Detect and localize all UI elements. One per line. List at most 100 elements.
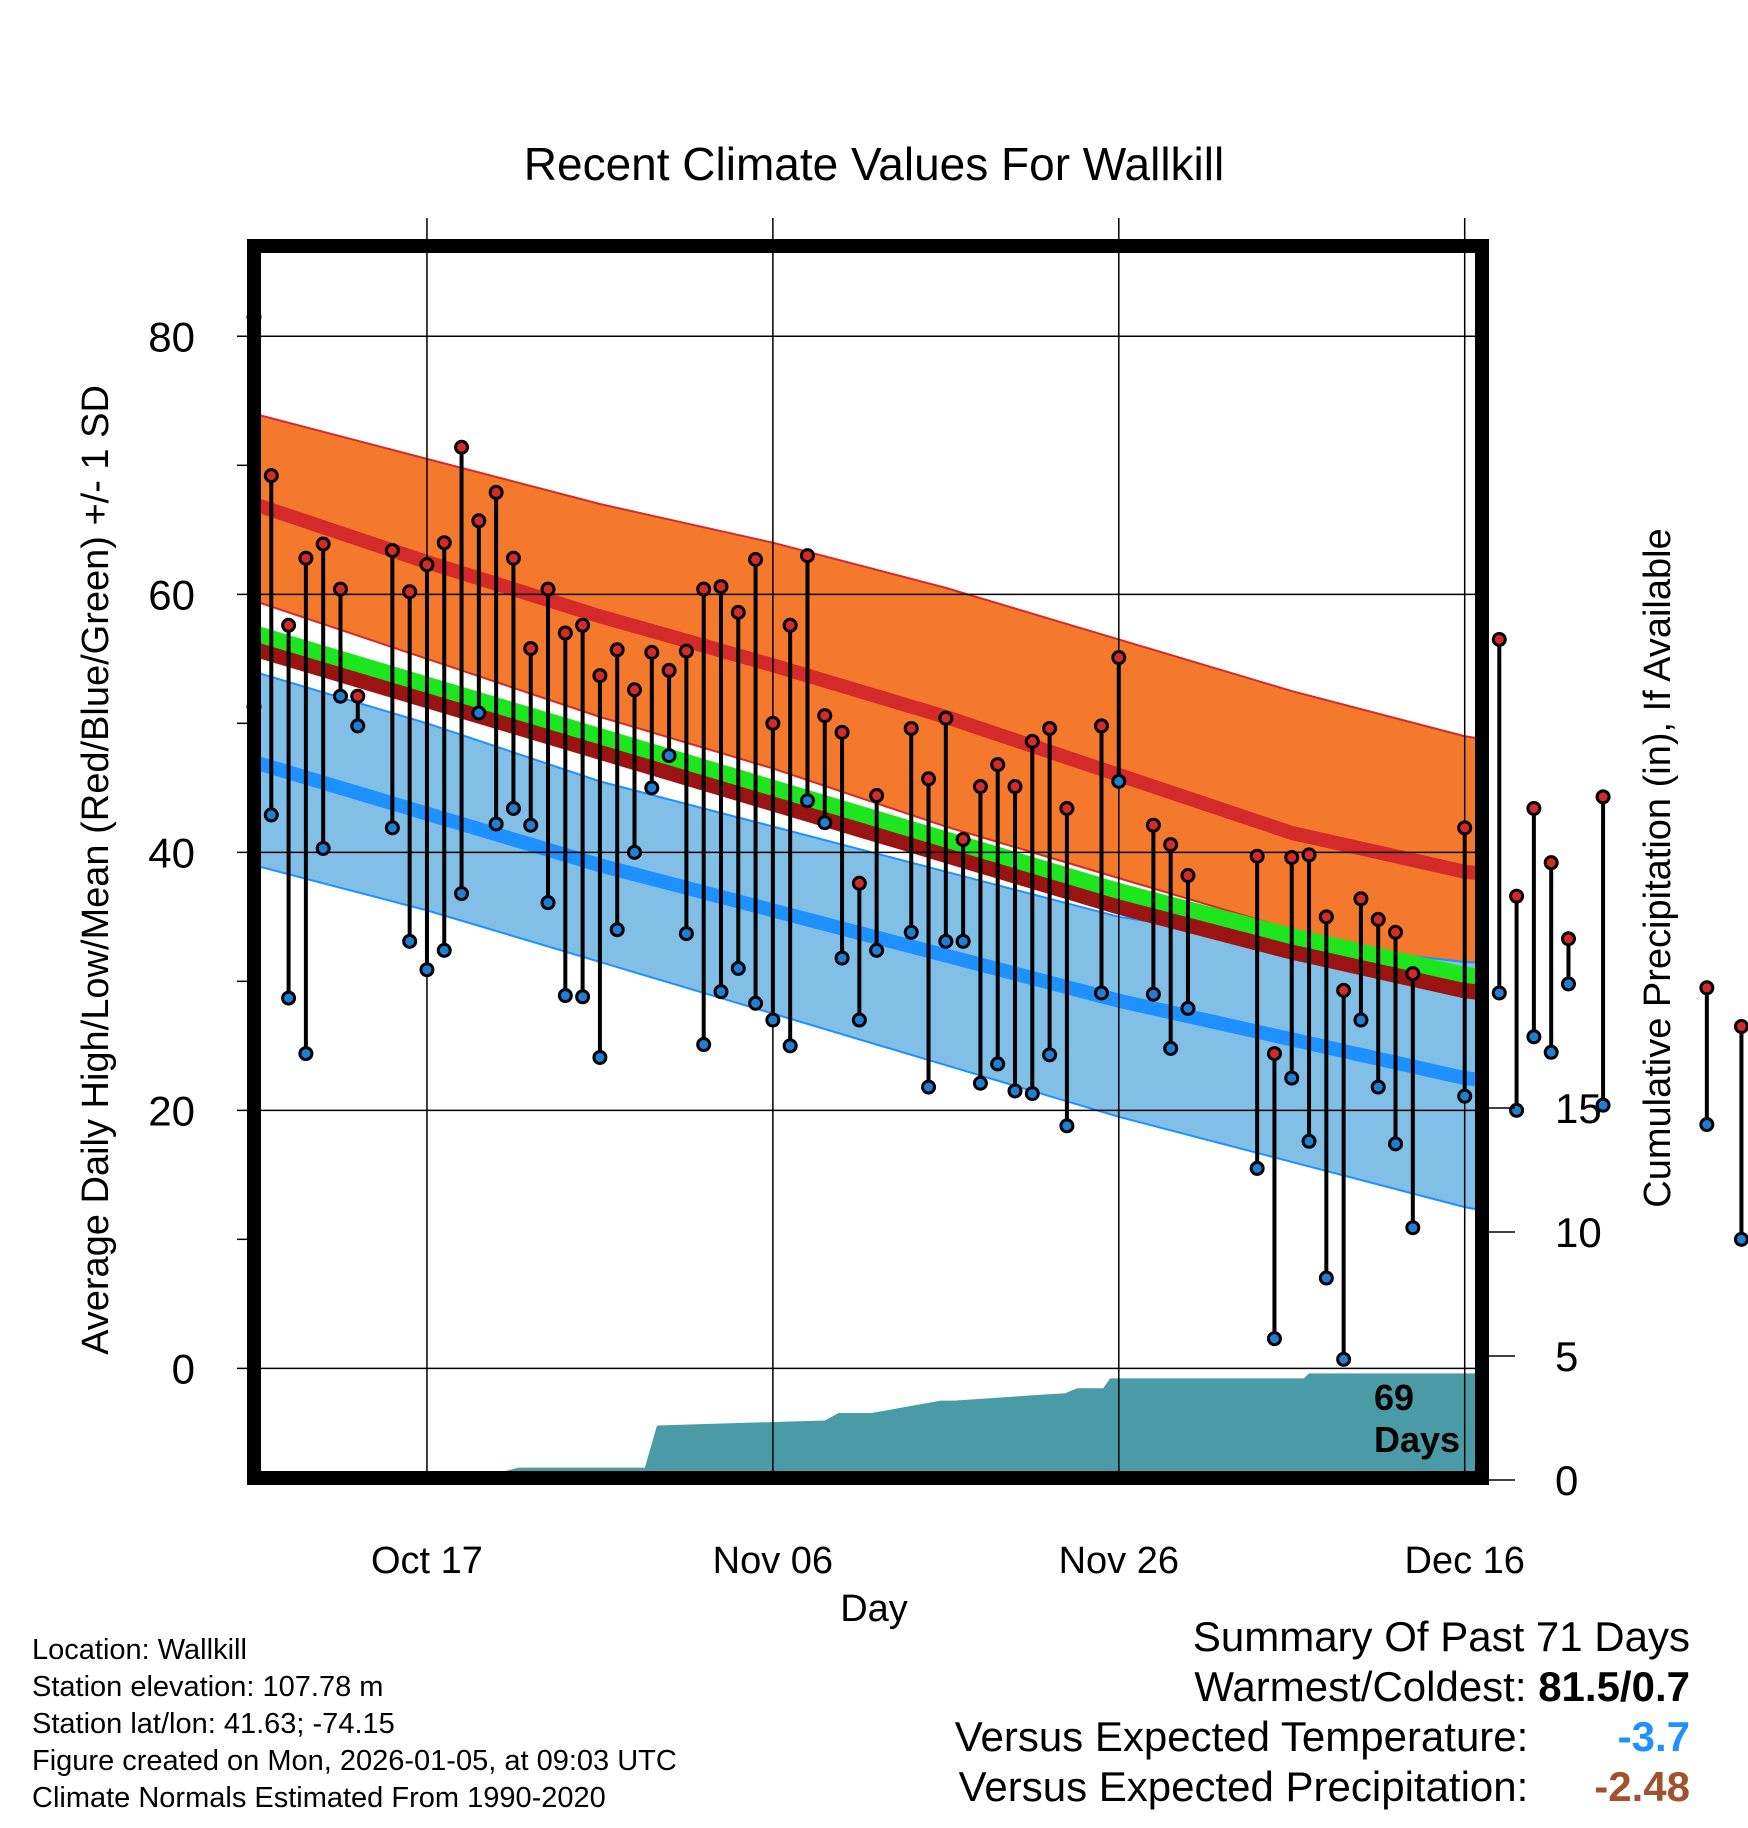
y2-tick-label: 5 bbox=[1555, 1333, 1578, 1380]
y2-tick-label: 15 bbox=[1555, 1085, 1602, 1132]
low-temp-point bbox=[1560, 976, 1576, 992]
high-temp-point bbox=[661, 662, 677, 678]
low-temp-point bbox=[1318, 1270, 1334, 1286]
x-tick-label: Dec 16 bbox=[1405, 1540, 1525, 1582]
low-temp-point bbox=[1093, 985, 1109, 1001]
low-temp-point bbox=[1370, 1079, 1386, 1095]
low-temp-point bbox=[696, 1037, 712, 1053]
summary-precip-row: Versus Expected Precipitation: -2.48 bbox=[955, 1762, 1690, 1812]
summary-warmest-row: Warmest/Coldest: 81.5/0.7 bbox=[955, 1662, 1690, 1712]
low-temp-point bbox=[1491, 985, 1507, 1001]
high-temp-point bbox=[505, 550, 521, 566]
low-temp-point bbox=[1405, 1220, 1421, 1236]
summary-panel: Summary Of Past 71 Days Warmest/Coldest:… bbox=[955, 1612, 1690, 1812]
today-days-label: Days bbox=[1374, 1419, 1460, 1460]
high-temp-point bbox=[557, 625, 573, 641]
low-temp-point bbox=[903, 924, 919, 940]
high-temp-point bbox=[1699, 980, 1715, 996]
summary-precip-value: -2.48 bbox=[1594, 1763, 1690, 1810]
high-temp-point bbox=[488, 484, 504, 500]
low-temp-point bbox=[782, 1038, 798, 1054]
summary-precip-label: Versus Expected Precipitation: bbox=[958, 1763, 1529, 1810]
y-tick-label: 40 bbox=[148, 829, 195, 876]
low-temp-point bbox=[1526, 1029, 1542, 1045]
high-temp-point bbox=[817, 708, 833, 724]
station-info: Location: Wallkill Station elevation: 10… bbox=[32, 1632, 677, 1817]
high-temp-point bbox=[1457, 820, 1473, 836]
high-temp-point bbox=[1560, 931, 1576, 947]
low-temp-point bbox=[713, 984, 729, 1000]
high-temp-point bbox=[315, 536, 331, 552]
high-temp-point bbox=[523, 640, 539, 656]
summary-warmest-label: Warmest/Coldest: bbox=[1194, 1663, 1527, 1710]
high-temp-point bbox=[281, 617, 297, 633]
low-temp-point bbox=[955, 933, 971, 949]
high-temp-point bbox=[1509, 888, 1525, 904]
low-temp-point bbox=[834, 950, 850, 966]
low-temp-point bbox=[748, 995, 764, 1011]
low-temp-point bbox=[298, 1046, 314, 1062]
low-temp-point bbox=[350, 718, 366, 734]
high-temp-point bbox=[263, 468, 279, 484]
high-temp-point bbox=[1543, 855, 1559, 871]
x-tick-label: Oct 17 bbox=[371, 1540, 483, 1582]
low-temp-point bbox=[263, 807, 279, 823]
low-temp-point bbox=[1595, 1097, 1611, 1113]
info-location: Location: Wallkill bbox=[32, 1634, 247, 1666]
low-temp-point bbox=[972, 1075, 988, 1091]
low-temp-point bbox=[1180, 1000, 1196, 1016]
y-axis-title: Average Daily High/Low/Mean (Red/Blue/Gr… bbox=[75, 385, 117, 1355]
low-temp-point bbox=[1543, 1044, 1559, 1060]
y2-axis-title: Cumulative Precipitation (in), If Availa… bbox=[1637, 528, 1679, 1207]
low-temp-point bbox=[1145, 986, 1161, 1002]
y2-tick-label: 0 bbox=[1555, 1457, 1578, 1504]
high-temp-point bbox=[454, 439, 470, 455]
precip-area bbox=[479, 1373, 1482, 1478]
y2-tick-label: 10 bbox=[1555, 1209, 1602, 1256]
high-temp-point bbox=[921, 771, 937, 787]
high-temp-point bbox=[1145, 817, 1161, 833]
low-temp-point bbox=[851, 1012, 867, 1028]
chart-title: Recent Climate Values For Wallkill bbox=[524, 138, 1224, 190]
x-tick-label: Nov 26 bbox=[1059, 1540, 1179, 1582]
low-temp-point bbox=[609, 922, 625, 938]
low-temp-point bbox=[1509, 1102, 1525, 1118]
high-temp-point bbox=[730, 604, 746, 620]
high-temp-point bbox=[1111, 650, 1127, 666]
plot-frame bbox=[247, 239, 1489, 1485]
high-temp-point bbox=[1336, 982, 1352, 998]
high-temp-point bbox=[402, 584, 418, 600]
high-temp-point bbox=[1318, 909, 1334, 925]
high-temp-point bbox=[765, 715, 781, 731]
high-temp-point bbox=[436, 535, 452, 551]
high-temp-point bbox=[1163, 837, 1179, 853]
high-temp-point bbox=[713, 579, 729, 595]
high-temp-point bbox=[1526, 800, 1542, 816]
high-temp-point bbox=[384, 542, 400, 558]
high-temp-point bbox=[332, 581, 348, 597]
summary-temp-row: Versus Expected Temperature: -3.7 bbox=[955, 1712, 1690, 1762]
high-temp-point bbox=[1370, 911, 1386, 927]
high-temp-point bbox=[627, 682, 643, 698]
high-temp-point bbox=[1093, 718, 1109, 734]
summary-temp-value: -3.7 bbox=[1617, 1713, 1690, 1760]
low-temp-point bbox=[1111, 773, 1127, 789]
y-tick-label: 80 bbox=[148, 313, 195, 360]
info-normals: Climate Normals Estimated From 1990-2020 bbox=[32, 1782, 606, 1814]
info-latlon: Station lat/lon: 41.63; -74.15 bbox=[32, 1708, 395, 1740]
low-temp-point bbox=[938, 933, 954, 949]
low-temp-point bbox=[1007, 1083, 1023, 1099]
low-temp-point bbox=[471, 705, 487, 721]
summary-warmest-value: 81.5/0.7 bbox=[1538, 1663, 1690, 1710]
high-temp-point bbox=[1353, 891, 1369, 907]
high-temp-point bbox=[1266, 1046, 1282, 1062]
high-temp-point bbox=[592, 668, 608, 684]
low-temp-point bbox=[1249, 1160, 1265, 1176]
low-temp-point bbox=[523, 817, 539, 833]
low-temp-point bbox=[990, 1056, 1006, 1072]
x-tick-label: Nov 06 bbox=[713, 1540, 833, 1582]
low-temp-point bbox=[1336, 1351, 1352, 1367]
low-temp-point bbox=[281, 990, 297, 1006]
